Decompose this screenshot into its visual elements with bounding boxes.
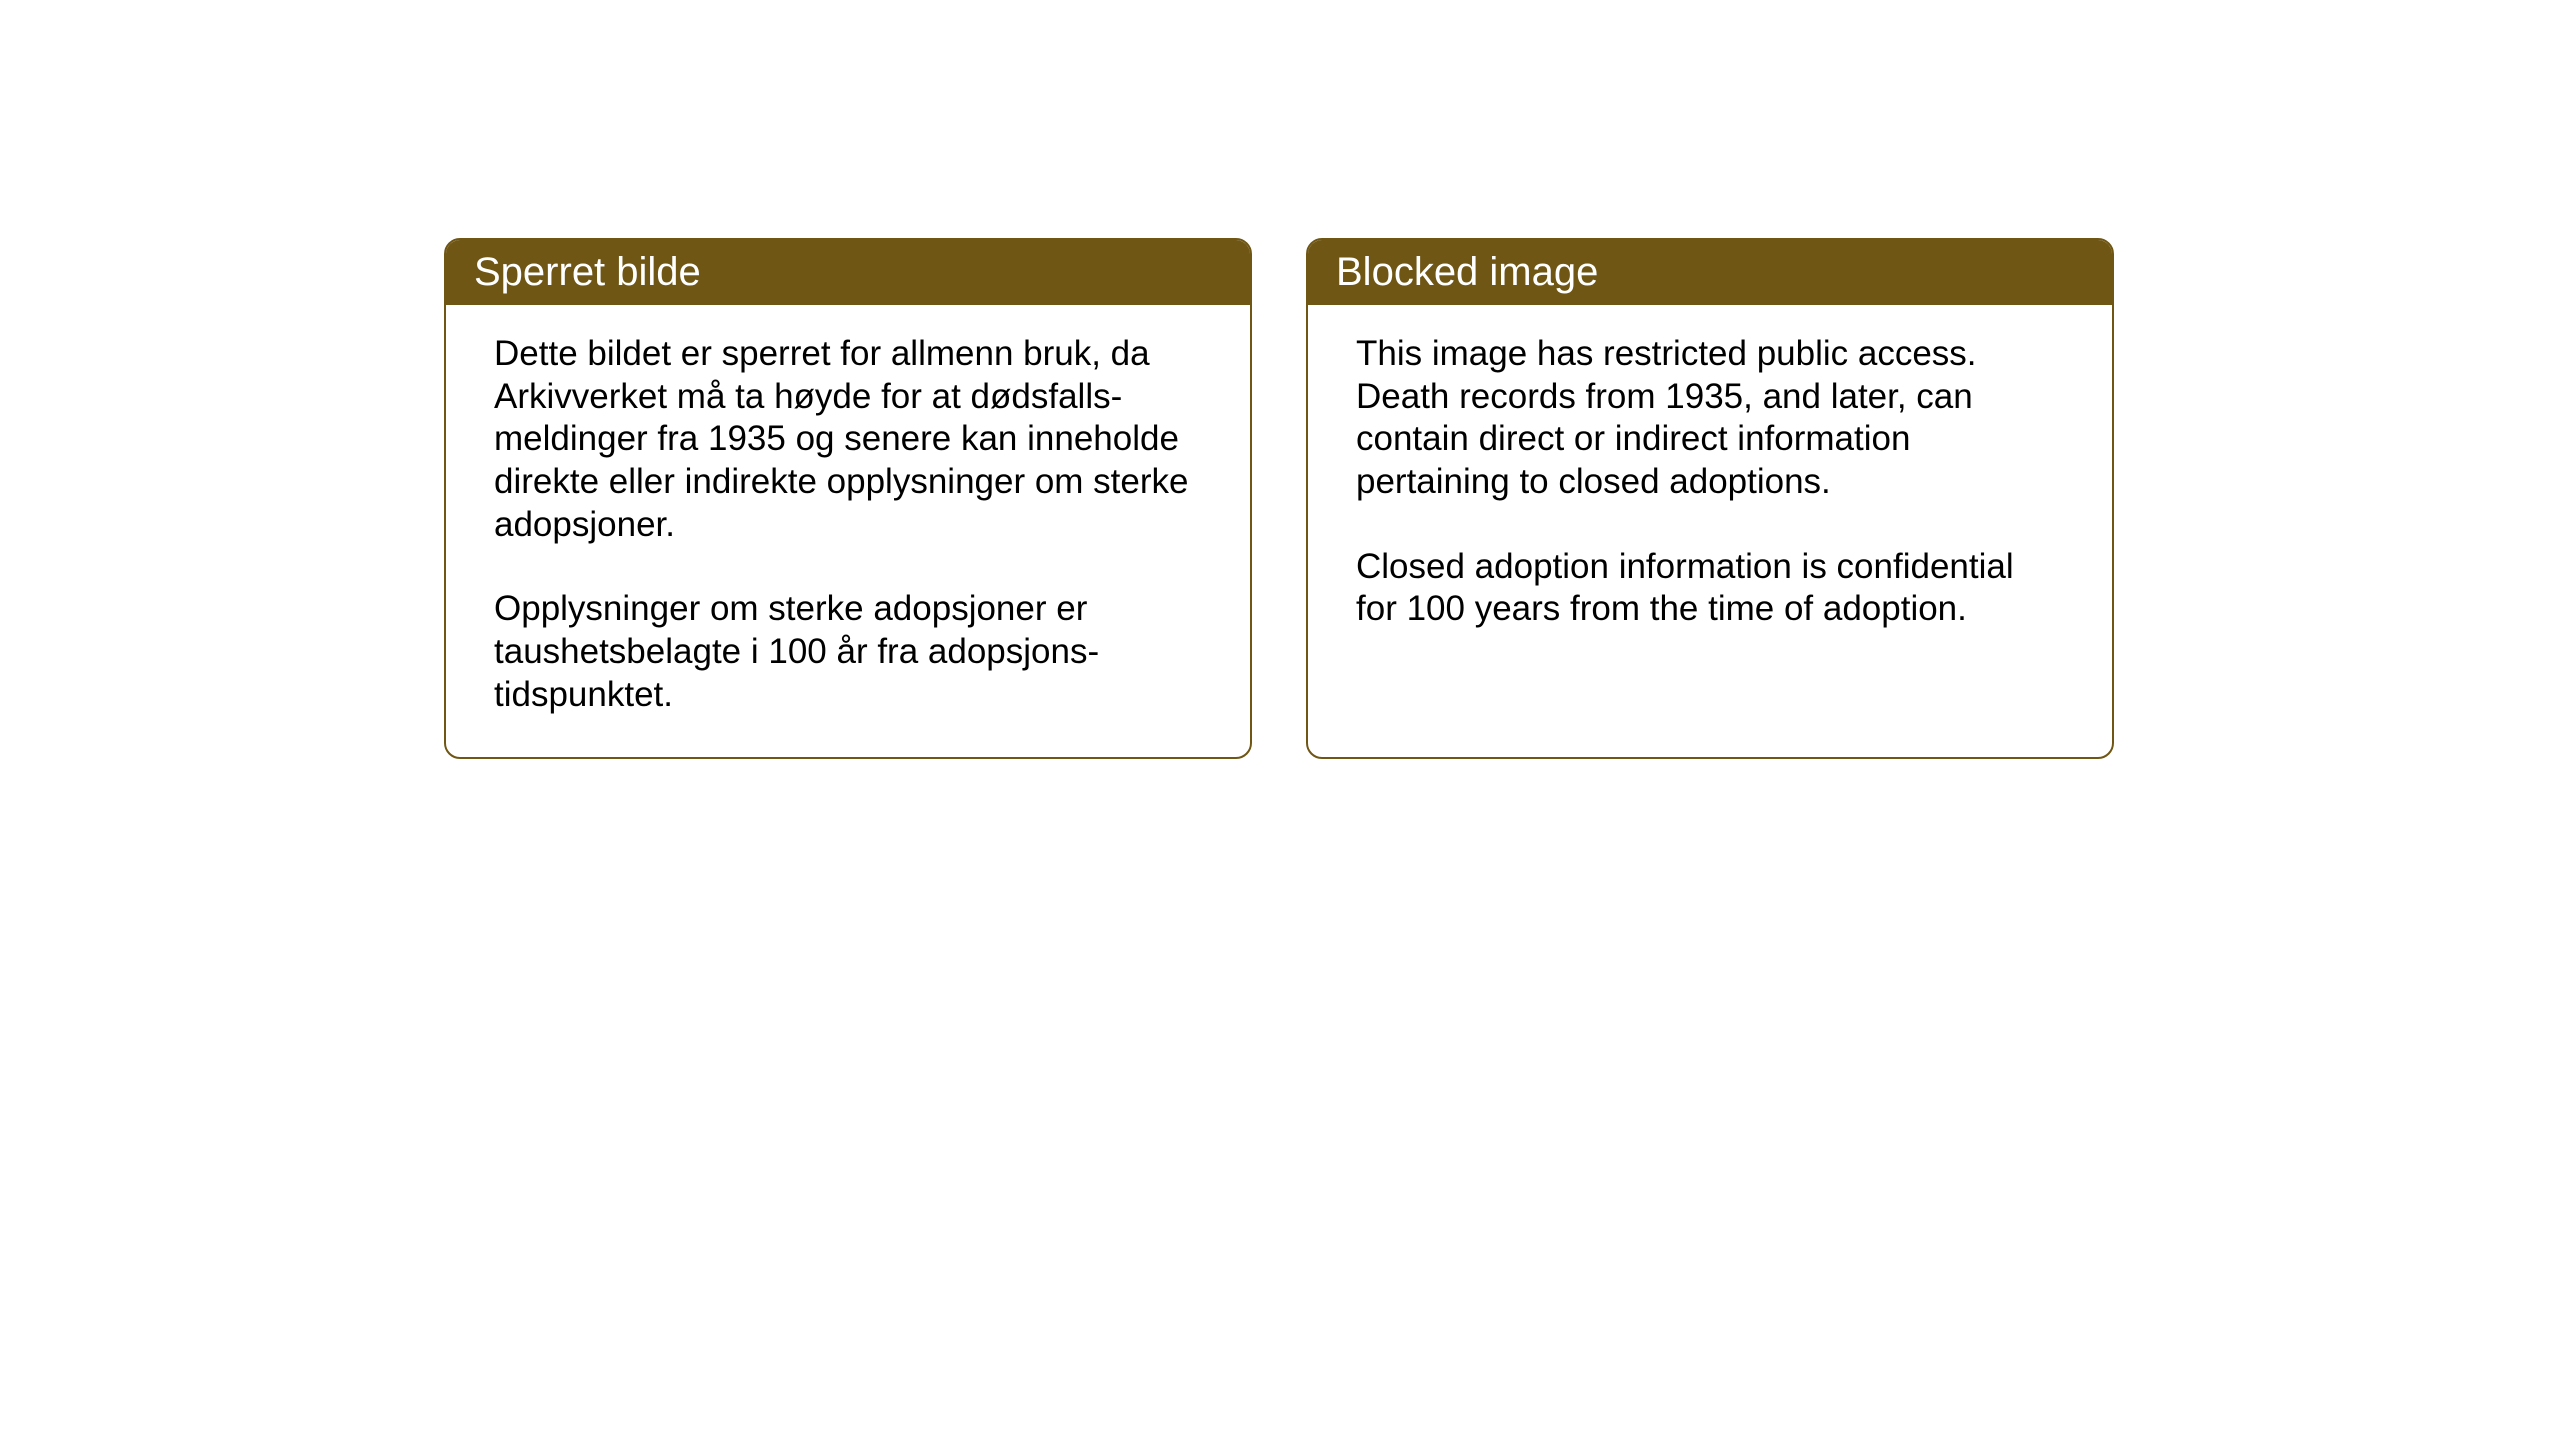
- norwegian-card-body: Dette bildet er sperret for allmenn bruk…: [446, 305, 1250, 757]
- norwegian-paragraph-2: Opplysninger om sterke adopsjoner er tau…: [494, 588, 1202, 716]
- english-notice-card: Blocked image This image has restricted …: [1306, 238, 2114, 759]
- norwegian-notice-card: Sperret bilde Dette bildet er sperret fo…: [444, 238, 1252, 759]
- norwegian-paragraph-1: Dette bildet er sperret for allmenn bruk…: [494, 333, 1202, 546]
- english-card-body: This image has restricted public access.…: [1308, 305, 2112, 695]
- english-card-title: Blocked image: [1308, 240, 2112, 305]
- norwegian-card-title: Sperret bilde: [446, 240, 1250, 305]
- english-paragraph-1: This image has restricted public access.…: [1356, 333, 2064, 504]
- english-paragraph-2: Closed adoption information is confident…: [1356, 546, 2064, 631]
- notice-cards-container: Sperret bilde Dette bildet er sperret fo…: [444, 238, 2114, 759]
